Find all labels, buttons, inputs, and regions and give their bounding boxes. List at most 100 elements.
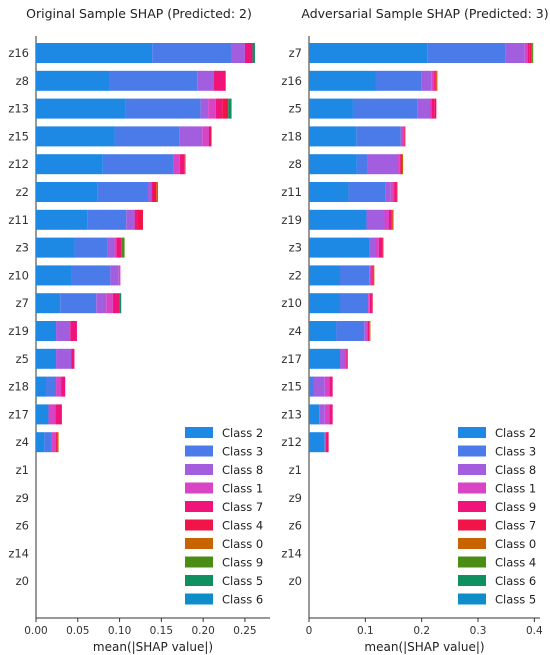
bar-segment: [368, 293, 370, 314]
bar-segment: [106, 293, 113, 314]
bar-segment: [375, 237, 379, 258]
bar-segment: [173, 154, 180, 175]
x-tick-label: 0.1: [357, 625, 374, 637]
bar-segment: [202, 126, 209, 147]
y-tick-label: z13: [8, 102, 29, 116]
bar-segment: [378, 237, 383, 258]
bar-segment: [36, 265, 72, 286]
bar-segment: [369, 321, 371, 341]
bar-segment: [114, 237, 117, 258]
legend-label: Class 7: [495, 519, 536, 533]
y-tick-label: z6: [289, 519, 302, 533]
bar-segment: [61, 376, 66, 397]
bar-segment: [179, 126, 203, 147]
bar-segment: [252, 43, 255, 63]
x-tick-label: 0.2: [413, 625, 430, 637]
y-tick-label: z11: [8, 213, 29, 227]
bar-segment: [329, 404, 333, 425]
bar-segment: [348, 182, 386, 202]
bar-segment: [392, 209, 394, 230]
legend-swatch: [185, 575, 213, 586]
bar-segment: [339, 265, 370, 286]
legend-swatch: [458, 501, 486, 512]
legend-label: Class 9: [495, 500, 536, 514]
legend-swatch: [185, 427, 213, 438]
bar-segment: [434, 98, 437, 119]
legend-label: Class 6: [495, 574, 536, 588]
y-tick-label: z4: [16, 435, 29, 449]
bar-segment: [401, 154, 404, 175]
legend-label: Class 5: [222, 574, 263, 588]
bar-segment: [429, 98, 432, 119]
bar-segment: [309, 404, 320, 425]
bar-segment: [400, 154, 402, 175]
y-tick-label: z9: [16, 491, 29, 505]
bar-segment: [309, 237, 370, 258]
y-tick-label: z2: [289, 268, 302, 282]
bar-segment: [36, 237, 75, 258]
bar-segment: [36, 321, 57, 341]
bar-segment: [36, 293, 61, 314]
y-tick-label: z15: [8, 129, 29, 143]
bar-segment: [44, 432, 52, 453]
bar-segment: [309, 126, 357, 147]
bar-segment: [36, 209, 88, 230]
bar-segment: [96, 293, 107, 314]
bar-segment: [109, 70, 198, 91]
bar-segment: [110, 265, 119, 286]
bar-segment: [118, 265, 121, 286]
bar-segment: [36, 126, 115, 147]
y-tick-label: z0: [16, 574, 29, 588]
bar-segment: [369, 237, 376, 258]
bar-segment: [153, 182, 157, 202]
bar-segment: [364, 321, 367, 341]
adversarial-sample-panel: Adversarial Sample SHAP (Predicted: 3) z7…: [281, 6, 548, 654]
x-tick-label: 0.3: [470, 625, 487, 637]
bar-segment: [51, 432, 57, 453]
legend-label: Class 3: [222, 445, 263, 459]
bar-segment: [309, 265, 340, 286]
legend-swatch: [458, 575, 486, 586]
legend-label: Class 1: [495, 482, 536, 496]
y-tick-label: z19: [8, 324, 29, 338]
bar-segment: [373, 265, 375, 286]
y-tick-label: z3: [289, 241, 302, 255]
legend-label: Class 7: [222, 500, 263, 514]
bar-segment: [214, 70, 226, 91]
bar-segment: [116, 237, 122, 258]
bar-segment: [336, 321, 365, 341]
bar-segment: [56, 321, 71, 341]
legend-label: Class 0: [222, 537, 263, 551]
bar-segment: [371, 293, 373, 314]
bar-segment: [417, 98, 430, 119]
legend-label: Class 4: [222, 519, 263, 533]
legend-label: Class 1: [222, 482, 263, 496]
bar-segment: [121, 237, 125, 258]
bar-segment: [529, 43, 531, 63]
y-tick-label: z8: [16, 74, 29, 88]
y-tick-label: z7: [289, 46, 302, 60]
bar-segment: [369, 321, 370, 341]
bar-segment: [56, 348, 72, 369]
y-tick-label: z3: [16, 241, 29, 255]
x-tick-label: 0.4: [526, 625, 543, 637]
y-tick-label: z16: [8, 46, 29, 60]
bar-segment: [344, 348, 347, 369]
bar-segment: [384, 209, 390, 230]
legend-label: Class 6: [222, 593, 263, 607]
bar-segment: [114, 126, 180, 147]
bar-segment: [427, 43, 506, 63]
legend-label: Class 3: [495, 445, 536, 459]
bar-segment: [60, 293, 97, 314]
bar-segment: [324, 432, 326, 453]
bar-segment: [56, 376, 62, 397]
bar-segment: [184, 154, 186, 175]
bar-segment: [532, 43, 534, 63]
bar-segment: [352, 98, 418, 119]
bar-segment: [36, 70, 110, 91]
bar-segment: [530, 43, 533, 63]
bar-segment: [71, 348, 75, 369]
y-tick-label: z15: [281, 380, 302, 394]
legend-swatch: [185, 445, 213, 457]
bar-segment: [309, 348, 340, 369]
